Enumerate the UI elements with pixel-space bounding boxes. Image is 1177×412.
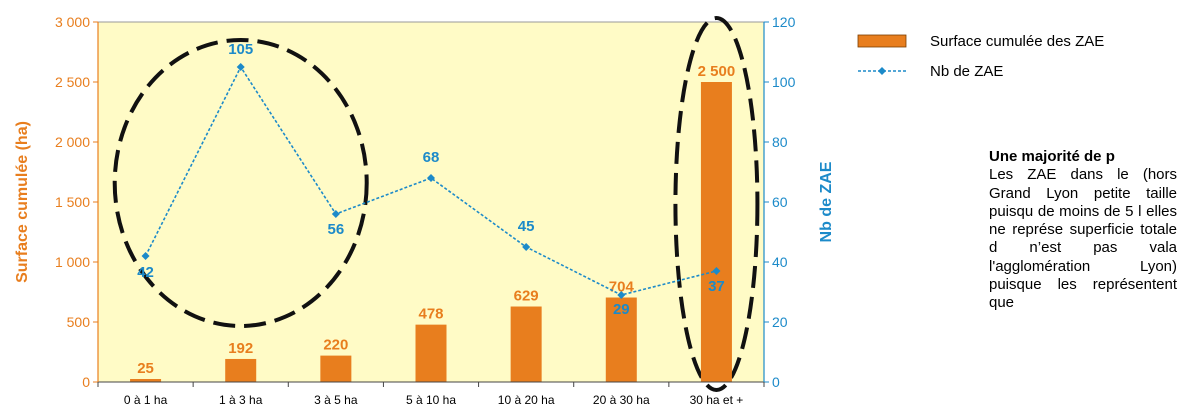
right-tick-label: 60 bbox=[772, 194, 788, 210]
line-value-label: 105 bbox=[228, 41, 253, 58]
bar-value-label: 192 bbox=[228, 340, 253, 357]
line-series bbox=[141, 63, 721, 299]
x-tick-label: 20 à 30 ha bbox=[593, 393, 650, 407]
bar-value-label: 629 bbox=[514, 288, 539, 305]
x-tick-label: 10 à 20 ha bbox=[498, 393, 555, 407]
left-tick-label: 0 bbox=[82, 374, 90, 390]
line-value-label: 42 bbox=[137, 264, 154, 281]
x-tick-label: 3 à 5 ha bbox=[314, 393, 358, 407]
annotation-ellipse-small-zae bbox=[112, 38, 369, 328]
bar bbox=[605, 297, 637, 382]
legend-bar-label: Surface cumulée des ZAE bbox=[930, 33, 1104, 50]
left-tick-label: 2 000 bbox=[55, 134, 90, 150]
bar bbox=[130, 379, 162, 382]
bar-value-label: 220 bbox=[323, 337, 348, 354]
line-value-label: 29 bbox=[613, 301, 630, 318]
left-tick-label: 1 000 bbox=[55, 254, 90, 270]
line-point bbox=[427, 174, 435, 182]
line-point bbox=[712, 267, 721, 275]
legend-bar-swatch bbox=[857, 34, 907, 48]
bar bbox=[225, 358, 257, 382]
right-tick-label: 0 bbox=[772, 374, 780, 390]
x-tick-label: 30 ha et + bbox=[690, 393, 744, 407]
bar bbox=[700, 82, 732, 382]
left-tick-label: 3 000 bbox=[55, 14, 90, 30]
legend-line-marker bbox=[878, 67, 886, 75]
plot-area bbox=[97, 21, 765, 383]
x-tick-label: 1 à 3 ha bbox=[219, 393, 263, 407]
bar bbox=[510, 306, 542, 382]
legend: Surface cumulée des ZAE Nb de ZAE bbox=[857, 33, 1104, 80]
right-tick-label: 40 bbox=[772, 254, 788, 270]
right-axis-title: Nb de ZAE bbox=[818, 161, 835, 242]
left-axis-title: Surface cumulée (ha) bbox=[14, 121, 31, 283]
bar-value-label: 478 bbox=[418, 306, 443, 323]
side-text-heading: Une majorité de p bbox=[989, 148, 1115, 165]
left-axis-ticks: 0 500 1 000 1 500 2 000 2 500 3 000 bbox=[55, 14, 98, 390]
bar bbox=[320, 355, 352, 382]
x-tick-label: 0 à 1 ha bbox=[124, 393, 168, 407]
line-value-label: 56 bbox=[328, 221, 345, 238]
right-tick-label: 120 bbox=[772, 14, 796, 30]
left-tick-label: 500 bbox=[67, 314, 91, 330]
line-point bbox=[331, 210, 340, 218]
x-axis-ticks: 0 à 1 ha 1 à 3 ha 3 à 5 ha 5 à 10 ha 10 à 20… bbox=[97, 382, 765, 407]
side-text-body: Les ZAE dans le (hors Grand Lyon petite … bbox=[989, 166, 1177, 312]
annotation-ellipse-large-zae bbox=[673, 16, 760, 392]
left-tick-label: 2 500 bbox=[55, 74, 90, 90]
bar bbox=[415, 324, 447, 382]
right-tick-label: 80 bbox=[772, 134, 788, 150]
line-point bbox=[617, 291, 626, 299]
bar-series bbox=[130, 82, 732, 382]
bar-value-label: 25 bbox=[137, 360, 154, 377]
line-value-label: 37 bbox=[708, 278, 725, 295]
legend-line-label: Nb de ZAE bbox=[930, 63, 1003, 80]
x-tick-label: 5 à 10 ha bbox=[406, 393, 456, 407]
right-tick-label: 100 bbox=[772, 74, 796, 90]
right-tick-label: 20 bbox=[772, 314, 788, 330]
line-point bbox=[141, 252, 150, 260]
side-text-block: Une majorité de p Les ZAE dans le (hors … bbox=[989, 148, 1177, 412]
line-point bbox=[236, 63, 245, 71]
annotation-layer bbox=[112, 16, 760, 392]
line-value-label: 68 bbox=[423, 149, 440, 166]
line-value-labels: 42 105 56 68 45 29 37 bbox=[137, 41, 725, 318]
right-axis-ticks: 0 20 40 60 80 100 120 bbox=[764, 14, 796, 390]
line-point bbox=[522, 243, 531, 251]
bar-value-label: 2 500 bbox=[698, 63, 736, 80]
left-tick-label: 1 500 bbox=[55, 194, 90, 210]
line-value-label: 45 bbox=[518, 218, 535, 235]
